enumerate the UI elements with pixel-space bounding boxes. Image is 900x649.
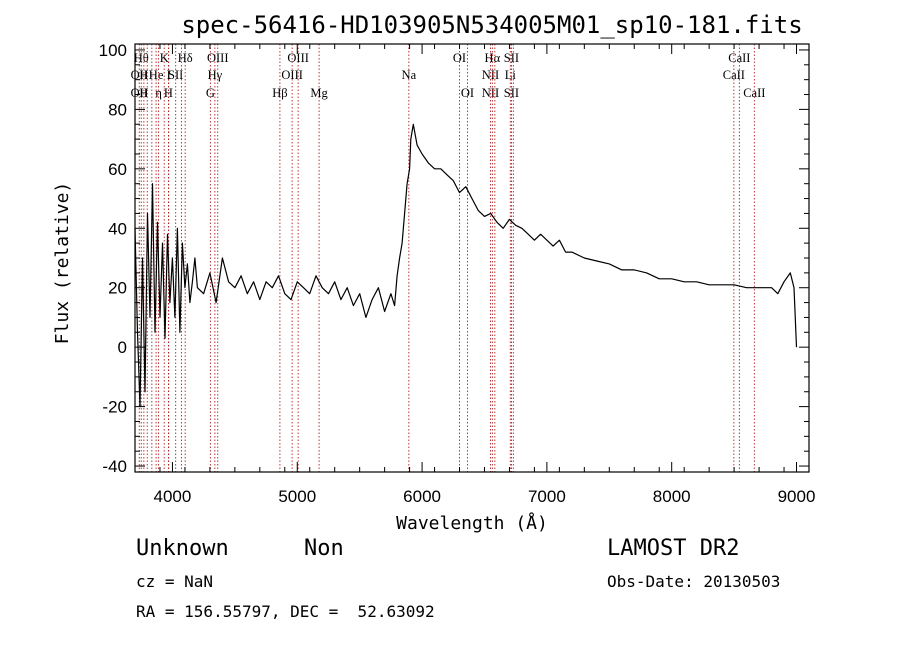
line-label-29-0: CaII (723, 68, 745, 82)
x-tick-label-1: 5000 (278, 487, 316, 506)
line-label-9-0: I (167, 68, 171, 82)
y-tick-label-0: -40 (102, 457, 127, 476)
spectrum-line (134, 123, 798, 408)
line-label-20-0: Na (402, 68, 417, 82)
line-label-2-1: H (139, 86, 148, 100)
plot-frame (134, 43, 810, 473)
x-axis-label: Wavelength (Å) (396, 512, 548, 534)
line-label-15-0: OIII (207, 51, 229, 65)
y-tick-label-2: 0 (118, 338, 127, 357)
y-tick-label-5: 60 (108, 160, 127, 179)
line-label-31-0: CaII (743, 86, 765, 100)
redshift-text: cz = NaN (136, 572, 214, 591)
line-label-5-0: He (149, 68, 164, 82)
y-tick-label-1: -20 (102, 398, 127, 417)
line-label-7-0: K (160, 51, 169, 65)
coordinates-text: RA = 156.55797, DEC = 52.63092 (136, 602, 435, 621)
x-tick-label-2: 6000 (403, 487, 441, 506)
line-label-17-0: OIII (281, 68, 303, 82)
survey-name: LAMOST DR2 (607, 536, 740, 561)
x-tick-label-0: 4000 (154, 487, 192, 506)
line-label-23-0: NII (482, 68, 499, 82)
chart-title: spec-56416-HD103905N534005M01_sp10-181.f… (181, 11, 802, 39)
y-tick-label-4: 40 (108, 219, 127, 238)
line-label-21-0: OI (453, 51, 466, 65)
x-tick-label-5: 9000 (778, 487, 816, 506)
y-axis-label: Flux (relative) (52, 182, 73, 345)
object-class: Unknown (136, 536, 229, 561)
line-label-27-1: SII (504, 86, 519, 100)
x-tick-label-3: 7000 (528, 487, 566, 506)
line-label-12-0: Hδ (178, 51, 193, 65)
line-label-19-0: Mg (310, 86, 328, 100)
line-label-6-0: η (155, 86, 162, 100)
line-label-26-0: Li (505, 68, 517, 82)
line-label-16-0: Hβ (272, 86, 287, 100)
line-label-14-0: Hγ (208, 68, 223, 82)
y-tick-label-6: 80 (108, 100, 127, 119)
line-label-23-1: NII (482, 86, 499, 100)
obs-date-text: Obs-Date: 20130503 (607, 572, 781, 591)
x-tick-label-4: 8000 (653, 487, 691, 506)
y-tick-label-3: 20 (108, 279, 127, 298)
y-tick-label-7: 100 (99, 41, 127, 60)
line-label-2-0: H (139, 68, 148, 82)
line-label-10-0: SII (168, 68, 183, 82)
line-label-27-0: SII (504, 51, 519, 65)
line-label-22-0: OI (461, 86, 474, 100)
object-subclass: Non (304, 536, 344, 561)
line-label-18-0: OIII (287, 51, 309, 65)
line-label-1-0: Hθ (134, 51, 149, 65)
line-label-24-0: Hα (485, 51, 501, 65)
line-label-30-0: CaII (728, 51, 750, 65)
line-label-13-0: G (206, 86, 215, 100)
